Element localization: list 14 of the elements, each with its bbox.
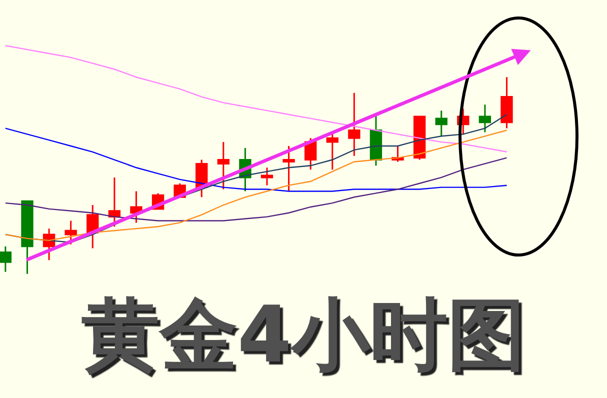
candlestick <box>130 190 142 224</box>
candlestick <box>500 76 513 130</box>
candlestick <box>21 200 34 275</box>
candlestick <box>348 92 360 157</box>
candlestick <box>370 114 382 166</box>
candlestick <box>478 104 492 133</box>
candlestick <box>108 176 121 228</box>
candlestick <box>64 220 77 246</box>
candlestick <box>435 110 448 137</box>
candlestick <box>217 141 230 190</box>
text: 黄金4小时图 <box>81 290 526 381</box>
candlestick <box>413 116 426 161</box>
candlestick <box>0 246 12 273</box>
candlestick <box>282 145 295 192</box>
